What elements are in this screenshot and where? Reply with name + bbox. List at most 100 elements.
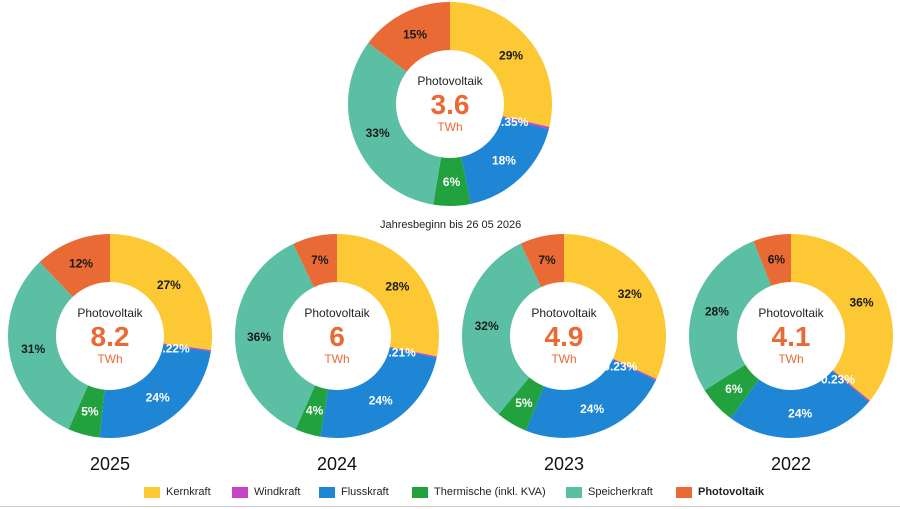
center-unit: TWh xyxy=(97,352,122,366)
slice-flusskraft[interactable] xyxy=(99,344,211,438)
year-label-2025: 2025 xyxy=(89,454,131,474)
slice-data-label: 7% xyxy=(311,253,329,267)
slice-data-label: 31% xyxy=(21,342,45,356)
center-title: Photovoltaik xyxy=(417,74,483,88)
legend-item-thermische[interactable]: Thermische (inkl. KVA) xyxy=(412,486,546,498)
legend-label: Windkraft xyxy=(254,486,301,498)
center-value: 4.1 xyxy=(772,321,811,352)
slice-flusskraft[interactable] xyxy=(525,359,656,438)
slice-thermische-inkl-kva-[interactable] xyxy=(704,364,760,419)
slice-thermische-inkl-kva-[interactable] xyxy=(68,385,105,438)
slice-data-label: 4% xyxy=(306,404,324,418)
donut-charts: 29%0.35%18%6%33%15%Photovoltaik3.6TWh27%… xyxy=(8,1,894,438)
slice-photovoltaik[interactable] xyxy=(39,234,110,297)
center-unit: TWh xyxy=(551,352,576,366)
slice-data-label: 6% xyxy=(443,175,461,189)
slice-data-label: 7% xyxy=(538,253,556,267)
legend-swatch xyxy=(232,486,248,498)
slice-windkraft[interactable] xyxy=(163,343,212,352)
slice-data-label: 12% xyxy=(69,257,93,271)
slice-data-label: 5% xyxy=(515,396,533,410)
slice-flusskraft[interactable] xyxy=(461,117,549,204)
legend-label: Thermische (inkl. KVA) xyxy=(434,486,546,498)
legend-swatch xyxy=(566,486,582,498)
slice-kernkraft[interactable] xyxy=(564,234,666,380)
slice-kernkraft[interactable] xyxy=(450,2,553,127)
center-title: Photovoltaik xyxy=(758,306,824,320)
slice-data-label: 27% xyxy=(157,278,181,292)
slice-data-label: 5% xyxy=(81,404,99,418)
slice-flusskraft[interactable] xyxy=(320,347,437,438)
slice-data-label: 36% xyxy=(247,330,271,344)
slice-data-label: 29% xyxy=(499,48,523,62)
legend-swatch xyxy=(144,486,160,498)
slice-thermische-inkl-kva-[interactable] xyxy=(295,385,329,437)
slice-data-label: 32% xyxy=(475,319,499,333)
slice-data-label: 6% xyxy=(725,382,743,396)
legend-label: Flusskraft xyxy=(341,486,389,498)
center-unit: TWh xyxy=(437,120,462,134)
legend-item-speicherkraft[interactable]: Speicherkraft xyxy=(566,486,653,498)
center-title: Photovoltaik xyxy=(77,306,143,320)
slice-photovoltaik[interactable] xyxy=(753,234,791,286)
legend-item-photovoltaik[interactable]: Photovoltaik xyxy=(676,486,764,498)
center-unit: TWh xyxy=(778,352,803,366)
slice-kernkraft[interactable] xyxy=(791,234,894,401)
slice-speicherkraft[interactable] xyxy=(461,243,542,415)
slice-thermische-inkl-kva-[interactable] xyxy=(498,377,544,431)
legend-label: Kernkraft xyxy=(166,486,211,498)
period-subtitle: Jahresbeginn bis 26 05 2026 xyxy=(380,219,522,231)
slice-kernkraft[interactable] xyxy=(337,234,439,357)
year-label-2024: 2024 xyxy=(316,454,358,474)
legend-item-flusskraft[interactable]: Flusskraft xyxy=(319,486,389,498)
slice-data-label: 28% xyxy=(705,305,729,319)
slice-data-label: 0.22% xyxy=(156,342,190,356)
slice-photovoltaik[interactable] xyxy=(520,234,564,288)
slice-data-label: 33% xyxy=(366,126,390,140)
slice-speicherkraft[interactable] xyxy=(689,241,772,391)
legend-item-kernkraft[interactable]: Kernkraft xyxy=(144,486,211,498)
slice-data-label: 32% xyxy=(618,287,642,301)
slice-data-label: 6% xyxy=(768,252,786,266)
slice-data-label: 36% xyxy=(849,296,873,310)
legend-swatch xyxy=(412,486,428,498)
slice-speicherkraft[interactable] xyxy=(8,262,89,430)
slice-speicherkraft[interactable] xyxy=(348,43,442,205)
slice-flusskraft[interactable] xyxy=(730,370,869,438)
slice-thermische-inkl-kva-[interactable] xyxy=(433,156,471,206)
center-value: 3.6 xyxy=(431,89,470,120)
slice-kernkraft[interactable] xyxy=(110,234,213,351)
slice-data-label: 15% xyxy=(403,27,427,41)
center-value: 6 xyxy=(329,321,345,352)
slice-data-label: 24% xyxy=(146,391,170,405)
slice-photovoltaik[interactable] xyxy=(368,1,450,72)
center-value: 4.9 xyxy=(545,321,584,352)
slice-windkraft[interactable] xyxy=(612,358,657,381)
slice-data-label: 28% xyxy=(385,280,409,294)
legend: Kernkraft Windkraft Flusskraft Thermisch… xyxy=(0,482,900,506)
slice-windkraft[interactable] xyxy=(502,116,550,130)
slice-data-label: 24% xyxy=(580,402,604,416)
slice-speicherkraft[interactable] xyxy=(235,243,316,430)
center-title: Photovoltaik xyxy=(531,306,597,320)
legend-label: Photovoltaik xyxy=(698,486,765,498)
center-value: 8.2 xyxy=(91,321,130,352)
legend-item-windkraft[interactable]: Windkraft xyxy=(232,486,300,498)
center-title: Photovoltaik xyxy=(304,306,370,320)
slice-data-label: 24% xyxy=(369,394,393,408)
slice-data-label: 0.35% xyxy=(494,115,528,129)
slice-windkraft[interactable] xyxy=(832,370,870,402)
legend-swatch xyxy=(319,486,335,498)
slice-data-label: 18% xyxy=(492,153,516,167)
legend-swatch xyxy=(676,486,692,498)
bottom-divider xyxy=(0,506,900,507)
slice-photovoltaik[interactable] xyxy=(293,234,337,288)
year-label-2023: 2023 xyxy=(543,454,585,474)
slice-windkraft[interactable] xyxy=(389,346,437,358)
